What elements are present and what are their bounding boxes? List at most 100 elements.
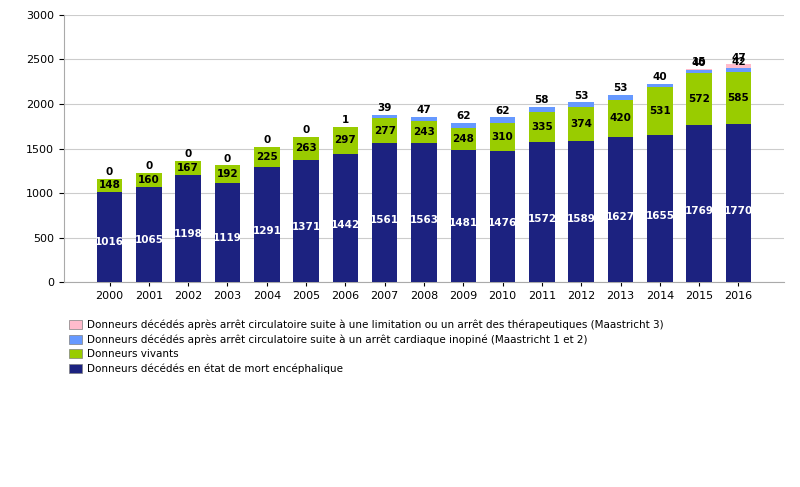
Bar	[372, 118, 398, 143]
Bar	[254, 147, 279, 167]
Text: 1589: 1589	[567, 214, 596, 224]
Text: 1563: 1563	[410, 215, 438, 225]
Bar	[254, 167, 279, 282]
Text: 1442: 1442	[330, 220, 360, 229]
Text: 1770: 1770	[724, 206, 753, 216]
Bar	[726, 124, 751, 282]
Text: 0: 0	[224, 154, 231, 164]
Text: 1016: 1016	[95, 237, 124, 246]
Text: 0: 0	[145, 162, 153, 171]
Text: 1119: 1119	[213, 232, 242, 243]
Text: 0: 0	[106, 167, 113, 177]
Text: 0: 0	[302, 125, 310, 135]
Bar	[529, 142, 554, 282]
Bar	[647, 84, 673, 87]
Bar	[608, 137, 634, 282]
Text: 310: 310	[492, 132, 514, 142]
Text: 148: 148	[98, 180, 121, 190]
Bar	[411, 121, 437, 143]
Text: 263: 263	[295, 143, 317, 153]
Text: 277: 277	[374, 126, 396, 136]
Bar	[608, 100, 634, 137]
Bar	[333, 127, 358, 154]
Text: 1065: 1065	[134, 235, 163, 244]
Text: 40: 40	[692, 58, 706, 68]
Bar	[686, 69, 712, 70]
Bar	[726, 69, 751, 72]
Text: 531: 531	[649, 106, 670, 116]
Bar	[450, 128, 476, 150]
Text: 1291: 1291	[252, 225, 281, 236]
Bar	[569, 141, 594, 282]
Bar	[136, 173, 162, 187]
Bar	[490, 117, 515, 123]
Bar	[686, 125, 712, 282]
Text: 1371: 1371	[291, 223, 321, 232]
Text: 1655: 1655	[646, 211, 674, 221]
Bar	[294, 160, 319, 282]
Text: 47: 47	[731, 53, 746, 63]
Bar	[333, 154, 358, 282]
Text: 243: 243	[413, 127, 435, 137]
Legend: Donneurs décédés après arrêt circulatoire suite à une limitation ou un arrêt des: Donneurs décédés après arrêt circulatoir…	[70, 320, 663, 374]
Text: 62: 62	[495, 106, 510, 116]
Text: 248: 248	[452, 134, 474, 144]
Bar	[686, 70, 712, 74]
Text: 225: 225	[256, 152, 278, 162]
Bar	[490, 123, 515, 150]
Text: 374: 374	[570, 119, 592, 129]
Text: 1627: 1627	[606, 212, 635, 222]
Text: 1198: 1198	[174, 229, 202, 239]
Bar	[569, 102, 594, 107]
Text: 160: 160	[138, 175, 160, 185]
Text: 585: 585	[728, 94, 750, 103]
Bar	[450, 123, 476, 128]
Text: 420: 420	[610, 113, 631, 123]
Bar	[726, 72, 751, 124]
Bar	[647, 87, 673, 135]
Bar	[175, 161, 201, 175]
Text: 167: 167	[177, 163, 199, 173]
Bar	[647, 135, 673, 282]
Text: 1476: 1476	[488, 218, 518, 228]
Text: 40: 40	[653, 72, 667, 82]
Bar	[97, 192, 122, 282]
Text: 192: 192	[217, 169, 238, 179]
Bar	[726, 64, 751, 69]
Text: 0: 0	[185, 149, 192, 159]
Bar	[372, 115, 398, 118]
Text: 0: 0	[263, 135, 270, 146]
Bar	[686, 74, 712, 125]
Bar	[175, 175, 201, 282]
Bar	[214, 166, 240, 183]
Text: 47: 47	[417, 105, 431, 115]
Bar	[294, 136, 319, 160]
Text: 1481: 1481	[449, 218, 478, 228]
Text: 1561: 1561	[370, 215, 399, 225]
Text: 53: 53	[574, 91, 589, 101]
Text: 1: 1	[342, 115, 349, 126]
Bar	[490, 150, 515, 282]
Text: 58: 58	[534, 95, 549, 105]
Bar	[214, 183, 240, 282]
Bar	[529, 107, 554, 112]
Text: 1769: 1769	[685, 206, 714, 216]
Text: 572: 572	[688, 94, 710, 104]
Bar	[529, 112, 554, 142]
Bar	[450, 150, 476, 282]
Text: 39: 39	[378, 103, 392, 113]
Bar	[411, 143, 437, 282]
Bar	[136, 187, 162, 282]
Text: 297: 297	[334, 135, 356, 146]
Bar	[411, 117, 437, 121]
Text: 62: 62	[456, 111, 470, 121]
Bar	[97, 179, 122, 192]
Text: 42: 42	[731, 57, 746, 67]
Text: 53: 53	[614, 83, 628, 94]
Text: 1572: 1572	[527, 214, 557, 225]
Bar	[372, 143, 398, 282]
Bar	[569, 107, 594, 141]
Bar	[608, 95, 634, 100]
Text: 15: 15	[692, 57, 706, 67]
Text: 335: 335	[531, 122, 553, 132]
